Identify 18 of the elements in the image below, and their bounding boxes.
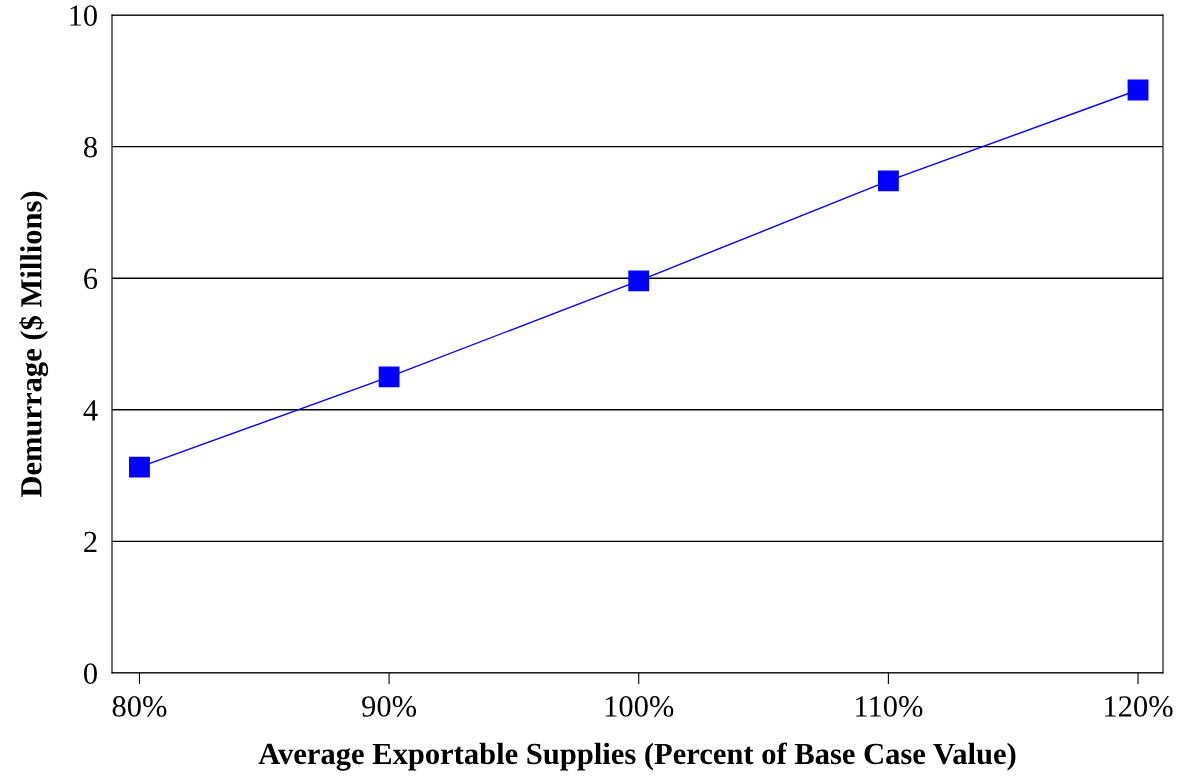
point: [378, 366, 400, 388]
y-tick-label: 10: [70, 5, 97, 26]
y-tick-label: 2: [84, 531, 97, 552]
x-tick-label: 110%: [856, 696, 923, 717]
point: [129, 456, 150, 478]
x-tick-label: 100%: [605, 696, 674, 717]
point: [1127, 79, 1149, 101]
x-tick-label: 120%: [1105, 696, 1173, 717]
y-tick-label: 0: [84, 663, 97, 684]
x-axis-title: Average Exportable Supplies (Percent of Base Case Value): [258, 742, 1016, 771]
y-tick-label: 4: [83, 400, 98, 421]
point: [877, 170, 899, 192]
point: [628, 270, 650, 292]
y-axis-title: Demurrage ($ Millions): [19, 191, 49, 498]
y-tick-label: 8: [84, 136, 97, 158]
y-tick-label: 6: [84, 268, 98, 290]
x-tick-label: 90%: [362, 696, 417, 717]
x-tick-label: 80%: [112, 696, 167, 717]
